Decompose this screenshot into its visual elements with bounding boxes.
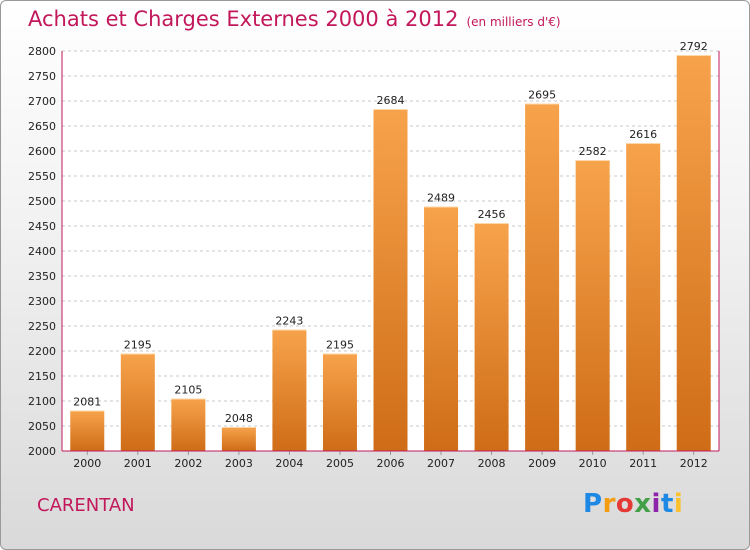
bar: [626, 143, 661, 451]
x-tick-label: 2007: [427, 457, 455, 470]
data-label: 2616: [629, 128, 657, 141]
x-tick-label: 2008: [478, 457, 506, 470]
x-tick-label: 2012: [680, 457, 708, 470]
data-label: 2695: [528, 89, 556, 102]
y-tick-label: 2450: [28, 220, 56, 233]
y-tick-label: 2800: [28, 45, 56, 58]
data-label: 2081: [73, 396, 101, 409]
y-tick-label: 2250: [28, 320, 56, 333]
y-tick-label: 2000: [28, 445, 56, 458]
bar: [120, 353, 155, 451]
data-label: 2456: [478, 208, 506, 221]
x-tick-label: 2011: [629, 457, 657, 470]
bar: [424, 206, 459, 451]
data-label: 2684: [377, 94, 405, 107]
data-label: 2195: [326, 339, 354, 352]
bar: [575, 160, 610, 451]
x-tick-label: 2006: [377, 457, 405, 470]
y-tick-label: 2750: [28, 70, 56, 83]
x-tick-label: 2005: [326, 457, 354, 470]
x-tick-label: 2004: [275, 457, 303, 470]
y-tick-label: 2300: [28, 295, 56, 308]
y-tick-label: 2650: [28, 120, 56, 133]
data-label: 2243: [275, 315, 303, 328]
y-tick-label: 2400: [28, 245, 56, 258]
data-label: 2105: [174, 384, 202, 397]
bar: [474, 223, 509, 451]
y-tick-label: 2050: [28, 420, 56, 433]
data-label: 2792: [680, 40, 708, 53]
x-tick-label: 2001: [124, 457, 152, 470]
y-tick-label: 2150: [28, 370, 56, 383]
data-label: 2195: [124, 339, 152, 352]
proxiti-logo: Proxiti: [583, 489, 684, 519]
y-tick-label: 2100: [28, 395, 56, 408]
x-tick-label: 2000: [73, 457, 101, 470]
bar: [373, 109, 408, 451]
data-label: 2582: [579, 145, 607, 158]
bar: [272, 329, 307, 451]
x-tick-label: 2003: [225, 457, 253, 470]
x-tick-label: 2009: [528, 457, 556, 470]
bar: [676, 55, 711, 451]
title-main: Achats et Charges Externes 2000 à 2012: [28, 7, 459, 31]
y-tick-label: 2550: [28, 170, 56, 183]
bar: [171, 398, 206, 451]
data-label: 2048: [225, 412, 253, 425]
y-tick-label: 2200: [28, 345, 56, 358]
bar: [525, 103, 560, 451]
y-tick-label: 2350: [28, 270, 56, 283]
city-label: CARENTAN: [37, 495, 135, 516]
x-tick-label: 2010: [579, 457, 607, 470]
y-tick-label: 2500: [28, 195, 56, 208]
title-subtitle: (en milliers d'€): [466, 15, 561, 29]
y-tick-label: 2700: [28, 95, 56, 108]
x-tick-label: 2002: [174, 457, 202, 470]
bar: [322, 353, 357, 451]
data-label: 2489: [427, 192, 455, 205]
bar: [221, 427, 256, 451]
y-tick-label: 2600: [28, 145, 56, 158]
chart-title: Achats et Charges Externes 2000 à 2012 (e…: [28, 7, 561, 31]
bar: [70, 410, 105, 451]
